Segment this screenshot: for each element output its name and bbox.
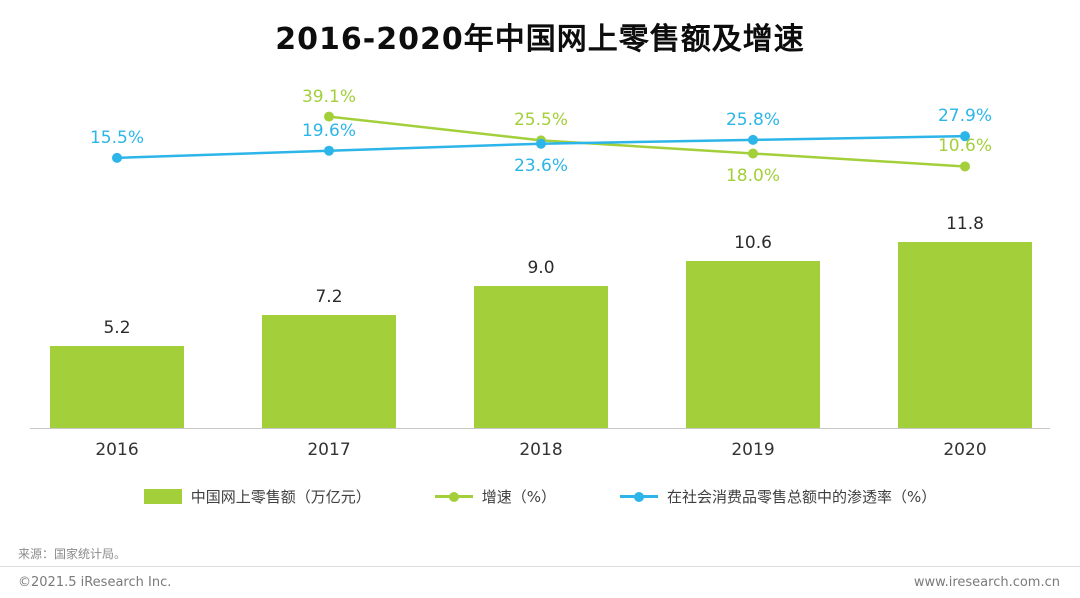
bar-2017 [262,315,396,428]
line-value-label: 23.6% [513,155,569,176]
line-value-label: 18.0% [725,165,781,186]
line-marker [324,145,334,156]
line-marker [960,131,970,142]
line-value-label: 19.6% [301,120,357,141]
line-series-0 [328,115,966,168]
bar-value-label: 5.2 [103,318,131,338]
legend-line-swatch [434,491,473,502]
bar-value-label: 10.6 [734,233,772,253]
bar-2020 [898,242,1032,428]
line-value-label: 25.5% [513,110,569,131]
x-axis-label: 2016 [95,440,139,460]
legend-label: 增速（%） [481,488,556,506]
chart-title: 2016-2020年中国网上零售额及增速 [275,22,805,57]
footer-bar: ©2021.5 iResearch Inc. www.iresearch.com… [18,575,1060,590]
bar-value-label: 9.0 [527,258,555,278]
bar-2018 [474,286,608,428]
website-text: www.iresearch.com.cn [913,575,1060,590]
legend-line-dot [448,491,459,502]
x-axis-label: 2017 [307,440,351,460]
chart-area: 5.2 2016 7.2 2017 9.0 2018 10.6 2019 11.8 2020 39.… [30,86,1050,460]
legend-bar-swatch [143,489,182,504]
line-marker [112,152,122,163]
line-value-label: 39.1% [301,86,357,107]
line-marker [536,138,546,149]
bar-value-label: 7.2 [315,287,343,307]
legend-label: 中国网上零售额（万亿元） [190,488,371,506]
bar-2019 [686,261,820,428]
legend-item-0: 中国网上零售额（万亿元） [143,486,371,507]
bar-value-label: 11.8 [946,214,984,234]
legend-item-1: 增速（%） [434,486,556,507]
line-marker [324,111,334,122]
line-marker [748,148,758,159]
bar-2016 [50,346,184,428]
line-marker [960,161,970,172]
x-axis-label: 2018 [519,440,563,460]
copyright-text: ©2021.5 iResearch Inc. [18,575,172,590]
footer-divider [0,566,1080,567]
x-axis-line [30,428,1050,429]
line-value-label: 15.5% [89,127,145,148]
line-value-label: 10.6% [937,136,993,157]
x-axis-label: 2019 [731,440,775,460]
legend: 中国网上零售额（万亿元） 增速（%） 在社会消费品零售总额中的渗透率（%） [0,486,1080,507]
line-value-label: 25.8% [725,109,781,130]
legend-line-dot [634,491,644,502]
x-axis-label: 2020 [943,440,987,460]
legend-item-2: 在社会消费品零售总额中的渗透率（%） [620,486,936,507]
legend-label: 在社会消费品零售总额中的渗透率（%） [667,488,937,506]
legend-line-swatch [620,491,658,502]
line-value-label: 27.9% [937,106,993,127]
source-note: 来源：国家统计局。 [18,547,127,561]
line-chart-layer [112,111,970,172]
line-marker [748,134,758,145]
